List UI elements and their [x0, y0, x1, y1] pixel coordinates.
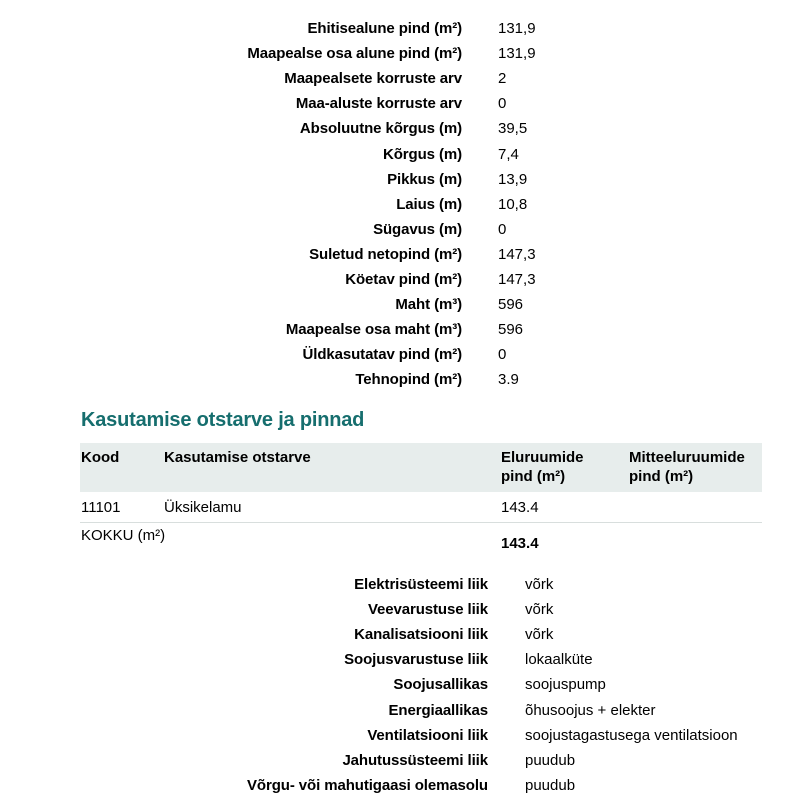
detail-label: Maapealse osa maht (m³) — [285, 321, 462, 339]
detail-value: 10,8 — [498, 195, 528, 213]
detail-row: Maa-aluste korruste arv 0 — [0, 91, 810, 116]
utility-value: puudub — [525, 751, 576, 769]
detail-label: Maapealse osa alune pind (m²) — [247, 45, 462, 63]
detail-value: 7,4 — [498, 145, 519, 163]
utility-label: Kanalisatsiooni liik — [354, 626, 488, 644]
detail-value: 3.9 — [498, 371, 519, 389]
detail-row: Laius (m) 10,8 — [0, 192, 810, 217]
table-row: 11101 Üksikelamu 143.4 — [80, 492, 762, 523]
utility-row: Võrgu- või mahutigaasi olemasolu puudub — [0, 773, 810, 798]
utility-row: Elektrisüsteemi liik võrk — [0, 572, 810, 597]
column-header-otstarve: Kasutamise otstarve — [164, 449, 311, 466]
utility-label: Soojusvarustuse liik — [344, 651, 488, 669]
total-value: 143.4 — [501, 535, 539, 552]
detail-label: Maa-aluste korruste arv — [295, 95, 462, 113]
detail-row: Maapealse osa alune pind (m²) 131,9 — [0, 41, 810, 66]
cell-mitteeluruumide-pind — [628, 499, 762, 516]
utility-value: soojustagastusega ventilatsioon — [525, 726, 738, 744]
detail-label: Maht (m³) — [395, 296, 462, 314]
utility-label: Energiaallikas — [388, 701, 489, 719]
utility-row: Jahutussüsteemi liik puudub — [0, 748, 810, 773]
cell-otstarve: Üksikelamu — [164, 499, 242, 516]
detail-row: Sügavus (m) 0 — [0, 217, 810, 242]
utility-row: Kanalisatsiooni liik võrk — [0, 622, 810, 647]
utility-value: võrk — [525, 601, 554, 619]
cell-kood: 11101 — [81, 499, 121, 516]
building-details-list: Ehitisealune pind (m²) 131,9 Maapealse o… — [0, 16, 810, 392]
cell-eluruumide-pind: 143.4 — [501, 499, 539, 516]
table-total-row: KOKKU (m²) 143.4 — [80, 523, 762, 560]
detail-label: Kõrgus (m) — [383, 145, 462, 163]
detail-label: Sügavus (m) — [373, 220, 462, 238]
utility-row: Soojusallikas soojuspump — [0, 672, 810, 697]
utility-row: Soojusvarustuse liik lokaalküte — [0, 647, 810, 672]
detail-label: Pikkus (m) — [387, 170, 462, 188]
detail-label: Köetav pind (m²) — [345, 270, 462, 288]
detail-row: Suletud netopind (m²) 147,3 — [0, 242, 810, 267]
section-title: Kasutamise otstarve ja pinnad — [81, 409, 365, 431]
detail-label: Ehitisealune pind (m²) — [307, 20, 463, 38]
utility-row: Energiaallikas õhusoojus + elekter — [0, 697, 810, 722]
utility-label: Jahutussüsteemi liik — [342, 751, 488, 769]
detail-value: 596 — [498, 321, 524, 339]
table-header-row: Kood Kasutamise otstarve Eluruumide pind… — [80, 443, 762, 492]
utility-value: õhusoojus + elekter — [525, 701, 656, 719]
detail-value: 147,3 — [498, 270, 536, 288]
total-label: KOKKU (m²) — [81, 527, 166, 544]
detail-label: Suletud netopind (m²) — [309, 245, 462, 263]
detail-row: Absoluutne kõrgus (m) 39,5 — [0, 116, 810, 141]
table-body: 11101 Üksikelamu 143.4 — [80, 492, 762, 523]
detail-value: 131,9 — [498, 45, 536, 63]
detail-label: Absoluutne kõrgus (m) — [299, 120, 462, 138]
column-header-kood: Kood — [81, 449, 120, 466]
detail-label: Laius (m) — [396, 195, 462, 213]
detail-value: 13,9 — [498, 170, 528, 188]
utility-value: võrk — [525, 626, 554, 644]
detail-value: 147,3 — [498, 245, 536, 263]
detail-row: Ehitisealune pind (m²) 131,9 — [0, 16, 810, 41]
utility-value: lokaalküte — [525, 651, 593, 669]
detail-value: 131,9 — [498, 20, 536, 38]
utility-row: Ventilatsiooni liik soojustagastusega ve… — [0, 723, 810, 748]
detail-row: Kõrgus (m) 7,4 — [0, 141, 810, 166]
utilities-list: Elektrisüsteemi liik võrk Veevarustuse l… — [0, 572, 810, 798]
detail-row: Maht (m³) 596 — [0, 292, 810, 317]
detail-label: Maapealsete korruste arv — [284, 70, 462, 88]
utility-label: Võrgu- või mahutigaasi olemasolu — [246, 776, 488, 794]
detail-value: 596 — [498, 296, 524, 314]
detail-row: Maapealse osa maht (m³) 596 — [0, 317, 810, 342]
detail-label: Üldkasutatav pind (m²) — [302, 346, 463, 364]
detail-value: 0 — [498, 95, 507, 113]
total-mitteeluruumide-empty — [628, 526, 762, 552]
column-header-mitteeluruumide-pind: Mitteeluruumide pind (m²) — [629, 449, 745, 485]
detail-value: 2 — [498, 70, 507, 88]
detail-row: Maapealsete korruste arv 2 — [0, 66, 810, 91]
detail-value: 0 — [498, 220, 507, 238]
detail-row: Üldkasutatav pind (m²) 0 — [0, 342, 810, 367]
utility-label: Ventilatsiooni liik — [367, 726, 488, 744]
utility-value: võrk — [525, 576, 554, 594]
utility-row: Veevarustuse liik võrk — [0, 597, 810, 622]
detail-value: 39,5 — [498, 120, 528, 138]
detail-label: Tehnopind (m²) — [355, 371, 462, 389]
detail-value: 0 — [498, 346, 507, 364]
detail-row: Tehnopind (m²) 3.9 — [0, 367, 810, 392]
detail-row: Köetav pind (m²) 147,3 — [0, 267, 810, 292]
utility-label: Soojusallikas — [393, 676, 488, 694]
utility-value: soojuspump — [525, 676, 606, 694]
usage-purpose-table: Kood Kasutamise otstarve Eluruumide pind… — [80, 443, 762, 560]
detail-row: Pikkus (m) 13,9 — [0, 167, 810, 192]
utility-value: puudub — [525, 776, 576, 794]
utility-label: Elektrisüsteemi liik — [354, 576, 488, 594]
column-header-eluruumide-pind: Eluruumide pind (m²) — [501, 449, 584, 485]
utility-label: Veevarustuse liik — [367, 601, 488, 619]
